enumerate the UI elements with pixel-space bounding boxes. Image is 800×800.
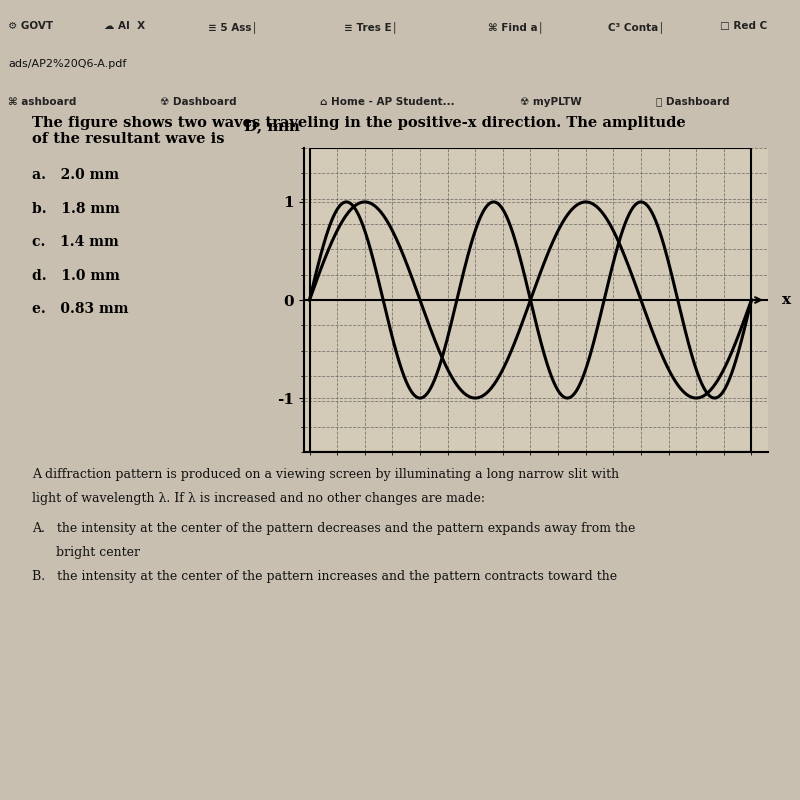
Text: ⌂ Home - AP Student...: ⌂ Home - AP Student... xyxy=(320,97,454,106)
Text: ⌘ Find a│: ⌘ Find a│ xyxy=(488,21,544,33)
Text: bright center: bright center xyxy=(32,546,140,559)
Text: d.   1.0 mm: d. 1.0 mm xyxy=(32,269,120,282)
Text: ⬛ Dashboard: ⬛ Dashboard xyxy=(656,97,730,106)
Text: ≡ 5 Ass│: ≡ 5 Ass│ xyxy=(208,21,258,33)
Text: ads/AP2%20Q6-A.pdf: ads/AP2%20Q6-A.pdf xyxy=(8,58,126,69)
Text: ☢ Dashboard: ☢ Dashboard xyxy=(160,97,237,106)
Text: C³ Conta│: C³ Conta│ xyxy=(608,21,665,33)
Text: B.   the intensity at the center of the pattern increases and the pattern contra: B. the intensity at the center of the pa… xyxy=(32,570,617,583)
Text: □ Red C: □ Red C xyxy=(720,21,767,31)
Text: ☢ myPLTW: ☢ myPLTW xyxy=(520,97,582,106)
Text: A diffraction pattern is produced on a viewing screen by illuminating a long nar: A diffraction pattern is produced on a v… xyxy=(32,468,619,481)
Text: A.   the intensity at the center of the pattern decreases and the pattern expand: A. the intensity at the center of the pa… xyxy=(32,522,635,535)
Text: The figure shows two waves traveling in the positive-x direction. The amplitude
: The figure shows two waves traveling in … xyxy=(32,116,686,146)
Text: ☁ AI  X: ☁ AI X xyxy=(104,21,145,31)
Text: a.   2.0 mm: a. 2.0 mm xyxy=(32,168,119,182)
Text: ⚙ GOVT: ⚙ GOVT xyxy=(8,21,53,31)
Text: c.   1.4 mm: c. 1.4 mm xyxy=(32,235,118,249)
Text: x: x xyxy=(782,293,791,307)
Text: D, mm: D, mm xyxy=(244,118,299,133)
Text: e.   0.83 mm: e. 0.83 mm xyxy=(32,302,129,316)
Text: b.   1.8 mm: b. 1.8 mm xyxy=(32,202,120,215)
Text: ⌘ ashboard: ⌘ ashboard xyxy=(8,97,76,106)
Text: ≡ Tres E│: ≡ Tres E│ xyxy=(344,21,398,33)
Text: light of wavelength λ. If λ is increased and no other changes are made:: light of wavelength λ. If λ is increased… xyxy=(32,492,485,505)
